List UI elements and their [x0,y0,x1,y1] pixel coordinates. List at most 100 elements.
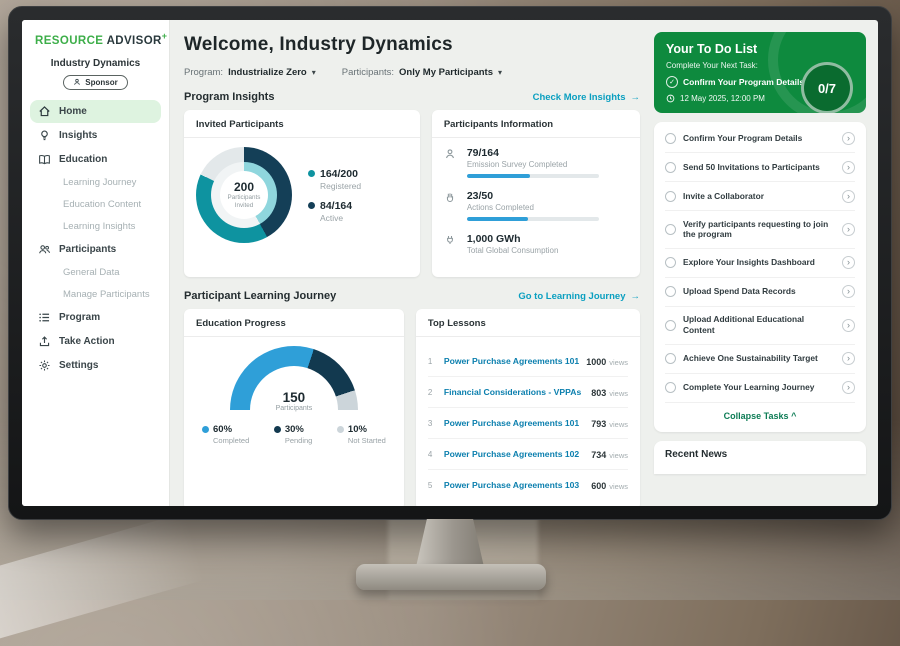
todo-task-row[interactable]: Complete Your Learning Journey › [665,374,855,403]
todo-next-task[interactable]: ✓ Confirm Your Program Details [666,76,806,88]
chevron-right-icon[interactable]: › [842,160,855,174]
lesson-link[interactable]: Power Purchase Agreements 101 [443,356,580,366]
progress-track [466,174,599,178]
chevron-right-icon[interactable]: › [842,381,855,395]
sidebar-item-label: Education [59,153,108,165]
task-label: Complete Your Learning Journey [683,382,815,393]
checkbox-circle[interactable] [665,223,676,235]
chevron-down-icon: ▾ [311,68,316,77]
progress-track [466,217,599,221]
chevron-right-icon[interactable]: › [842,256,855,270]
chevron-right-icon[interactable]: › [842,222,855,236]
program-insights-header: Program Insights Check More Insights → [184,91,640,103]
arrow-right-icon: → [630,91,641,103]
program-select[interactable]: Program: Industrialize Zero ▾ [184,67,316,78]
lesson-link[interactable]: Power Purchase Agreements 101 [443,418,580,428]
chevron-down-icon: ▾ [498,68,503,77]
stat-global-consumption: 1,000 GWh Total Global Consumption [444,233,628,255]
legend-item-pending: 30% Pending [273,424,312,445]
participants-select[interactable]: Participants: Only My Participants ▾ [342,67,502,78]
sidebar-item-home[interactable]: Home [30,99,161,123]
checkbox-circle[interactable] [665,286,676,298]
divider [184,137,420,138]
sidebar-item-label: Participants [59,243,117,255]
sidebar-item-general-data[interactable]: General Data [63,266,120,278]
lesson-row: 5 Power Purchase Agreements 103 600 views [428,470,628,500]
checkbox-circle[interactable] [665,161,676,173]
task-label: Explore Your Insights Dashboard [683,257,815,268]
sidebar-item-learning-journey[interactable]: Learning Journey [63,176,137,188]
insights-icon [38,129,51,142]
lesson-link[interactable]: Power Purchase Agreements 102 [443,449,580,459]
education-gauge: 150 Participants [229,346,358,412]
lesson-link[interactable]: Power Purchase Agreements 103 [443,480,580,490]
checkbox-circle[interactable] [665,190,676,202]
dashboard-screen: RESOURCE ADVISOR+ Industry Dynamics Spon… [22,20,878,506]
progress-fill [466,217,528,221]
todo-task-row[interactable]: Confirm Your Program Details › [665,124,855,153]
chevron-right-icon[interactable]: › [842,352,855,366]
program-select-label: Program: [184,67,224,78]
stat-value: 79/164 [466,147,499,159]
arrow-right-icon: → [630,290,641,302]
lesson-views-label: views [609,482,628,491]
sidebar-item-participants[interactable]: Participants [30,238,161,261]
card-title: Invited Participants [196,119,284,130]
go-to-learning-journey-link[interactable]: Go to Learning Journey → [518,291,640,302]
task-label: Upload Spend Data Records [683,286,796,297]
stat-label: Total Global Consumption [466,246,559,255]
checkbox-circle[interactable] [665,132,676,144]
todo-task-row[interactable]: Upload Additional Educational Content › [665,307,855,345]
sidebar-item-learning-insights[interactable]: Learning Insights [63,220,136,232]
chevron-right-icon[interactable]: › [842,318,855,332]
legend-dot [273,426,281,433]
invited-participants-card: Invited Participants 200 Participants In… [184,110,420,277]
sidebar-item-education[interactable]: Education [30,148,161,171]
task-label: Achieve One Sustainability Target [683,353,818,364]
legend-item-registered: 164/200 Registered [308,168,361,191]
todo-task-row[interactable]: Upload Spend Data Records › [665,278,855,307]
collapse-tasks-link[interactable]: Collapse Tasks ^ [665,403,855,430]
lesson-views-label: views [609,389,628,398]
todo-task-row[interactable]: Verify participants requesting to join t… [665,211,855,249]
lesson-link[interactable]: Financial Considerations - VPPAs [443,387,582,397]
section-title: Participant Learning Journey [184,290,337,302]
program-icon [38,311,51,324]
recent-news-title: Recent News [665,448,728,460]
chevron-right-icon[interactable]: › [842,189,855,203]
sidebar-item-take-action[interactable]: Take Action [30,330,161,353]
checkbox-circle[interactable] [665,257,676,269]
todo-task-row[interactable]: Send 50 Invitations to Participants › [665,153,855,182]
todo-panel: Your To Do List Complete Your Next Task:… [654,20,878,506]
legend-dot [308,202,315,209]
sidebar-item-education-content[interactable]: Education Content [63,198,142,210]
check-more-insights-link[interactable]: Check More Insights → [533,92,640,103]
lesson-rank: 3 [427,418,433,428]
sidebar-item-manage-participants[interactable]: Manage Participants [63,288,150,300]
checkbox-circle[interactable] [665,353,676,365]
education-icon [38,153,51,166]
chevron-right-icon[interactable]: › [842,131,855,145]
sidebar-item-insights[interactable]: Insights [30,124,161,147]
checkbox-circle[interactable] [665,319,676,331]
sponsor-badge[interactable]: Sponsor [63,74,128,90]
sidebar-item-program[interactable]: Program [30,306,161,329]
education-progress-card: Education Progress 150 Participants 60% [184,309,404,506]
sidebar-item-settings[interactable]: Settings [30,354,161,377]
collapse-label: Collapse Tasks [723,410,789,421]
legend-dot [336,426,344,433]
monitor-stand-neck [416,519,484,567]
stat-label: Emission Survey Completed [466,160,568,169]
todo-task-row[interactable]: Explore Your Insights Dashboard › [665,249,855,278]
main-content: Welcome, Industry Dynamics Program: Indu… [170,20,654,506]
check-icon: ✓ [666,76,678,88]
todo-task-row[interactable]: Achieve One Sustainability Target › [665,345,855,374]
participants-information-card: Participants Information 79/164 Emission… [431,110,640,277]
chevron-right-icon[interactable]: › [842,285,855,299]
todo-progress-ring: 0/7 [801,62,853,113]
invited-donut: 200 Participants Invited [196,147,292,243]
invited-center-label: Participants Invited [227,194,261,209]
learning-journey-header: Participant Learning Journey Go to Learn… [184,290,640,302]
todo-task-row[interactable]: Invite a Collaborator › [665,182,855,211]
checkbox-circle[interactable] [665,382,676,394]
